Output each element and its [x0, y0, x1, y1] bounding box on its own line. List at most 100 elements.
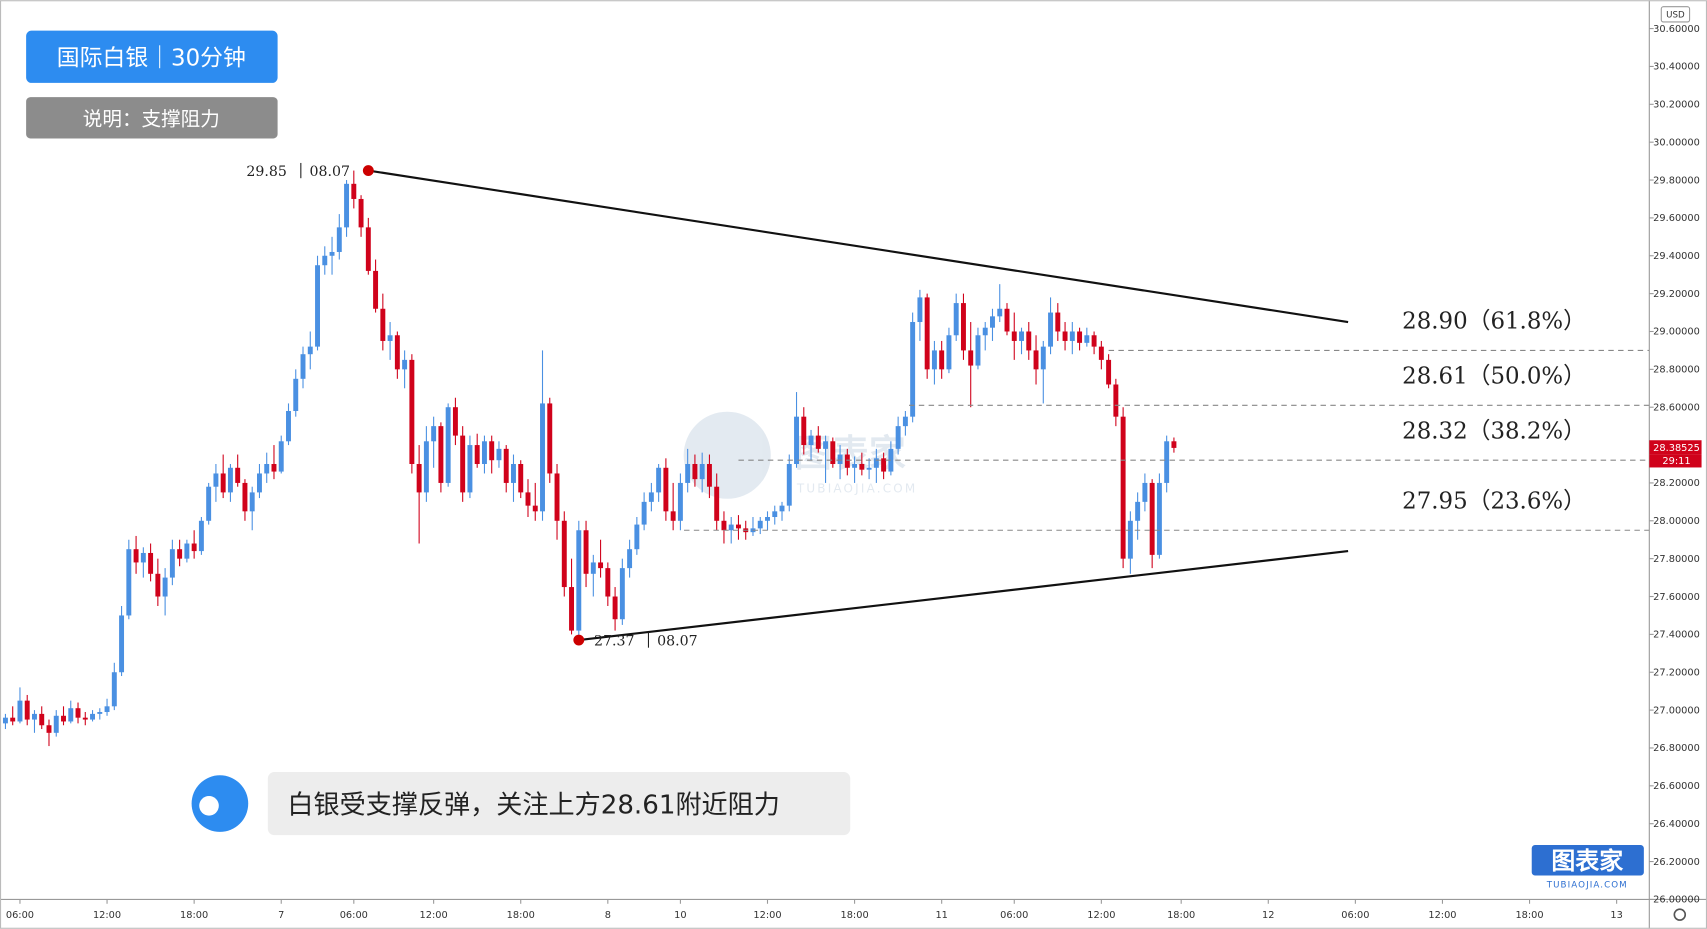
y-tick-label: 27.60000	[1653, 592, 1700, 603]
candle-body	[576, 530, 582, 631]
candle-body	[90, 713, 96, 720]
candle-body	[823, 441, 829, 449]
fib-label: 27.95（23.6%）	[1402, 488, 1586, 514]
candle-body	[1055, 312, 1061, 332]
candle-body	[104, 706, 110, 712]
x-tick-label: 12:00	[753, 910, 781, 921]
candle-body	[503, 448, 509, 483]
candle-body	[1062, 331, 1068, 341]
candle-body	[235, 467, 241, 483]
x-tick-label: 06:00	[340, 910, 368, 921]
candle-body	[540, 403, 545, 512]
candle-body	[1069, 331, 1075, 341]
trend-line	[578, 550, 1349, 642]
candle-body	[467, 445, 473, 493]
candle-body	[2, 717, 8, 724]
candle-body	[68, 708, 74, 722]
candle-body	[663, 467, 669, 512]
candle-body	[489, 441, 495, 461]
candle-body	[830, 441, 836, 465]
candle-body	[39, 713, 45, 726]
candle-body	[445, 407, 451, 483]
settings-icon[interactable]	[1673, 908, 1687, 921]
fib-label: 28.32（38.2%）	[1402, 418, 1586, 444]
y-tick-label: 30.00000	[1653, 137, 1700, 148]
candle-body	[1106, 359, 1112, 385]
candle-body	[496, 448, 502, 461]
candle-body	[801, 416, 807, 446]
candle-body	[532, 505, 538, 512]
candle-body	[329, 251, 335, 256]
logo-url: TUBIAOJIA.COM	[1546, 880, 1628, 890]
x-tick-label: 12:00	[1087, 910, 1115, 921]
candle-body	[968, 350, 974, 366]
candle-body	[975, 335, 981, 366]
candle-body	[293, 378, 299, 411]
candle-body	[590, 562, 596, 574]
x-tick-label: 12	[1262, 910, 1274, 921]
candle-body	[757, 520, 763, 529]
candle-body	[82, 717, 88, 720]
candle-body	[1026, 331, 1032, 351]
candle-body	[140, 552, 146, 563]
y-tick-label: 26.00000	[1653, 895, 1700, 906]
candle-body	[917, 297, 923, 323]
candle-body	[953, 303, 959, 336]
candle-body	[1098, 346, 1104, 360]
candle-body	[365, 227, 371, 271]
candle-body	[206, 486, 212, 521]
y-tick-label: 26.60000	[1653, 781, 1700, 792]
candle-body	[286, 410, 291, 442]
candle-body	[1004, 308, 1010, 332]
candle-body	[569, 587, 575, 631]
candle-body	[1113, 384, 1119, 417]
candle-body	[1171, 441, 1177, 448]
candle-body	[322, 255, 328, 266]
x-tick-label: 12:00	[420, 910, 448, 921]
candle-body	[300, 354, 306, 379]
y-tick-label: 29.20000	[1653, 289, 1700, 300]
candle-body	[133, 549, 139, 563]
candle-body	[227, 467, 233, 493]
fib-label: 28.90（61.8%）	[1402, 309, 1586, 335]
candle-body	[692, 464, 698, 480]
candle-body	[24, 700, 30, 720]
y-tick-label: 30.20000	[1653, 100, 1700, 111]
candle-body	[641, 501, 647, 525]
candle-body	[162, 577, 168, 597]
candle-body	[358, 198, 364, 228]
candle-body	[438, 426, 444, 483]
comment: 白银受支撑反弹，关注上方28.61附近阻力	[287, 790, 779, 820]
candle-body	[1149, 482, 1155, 555]
robot-head	[191, 775, 249, 832]
x-tick-label: 12:00	[93, 910, 121, 921]
candle-body	[1127, 520, 1133, 559]
candle-body	[481, 441, 487, 465]
candle-body	[1040, 346, 1046, 370]
currency: USD	[1666, 11, 1685, 21]
y-tick-label: 26.20000	[1653, 857, 1700, 868]
candle-body	[794, 416, 799, 465]
candle-body	[982, 327, 988, 336]
subtitle-box	[26, 97, 278, 139]
candle-body	[598, 562, 604, 569]
candle-body	[561, 520, 567, 588]
y-tick-label: 26.80000	[1653, 743, 1700, 754]
y-tick-label: 29.80000	[1653, 175, 1700, 186]
candle-body	[220, 473, 226, 493]
candle-body	[837, 454, 843, 465]
candle-body	[1091, 335, 1097, 347]
candle-body	[714, 486, 720, 521]
x-tick-label: 12:00	[1428, 910, 1456, 921]
candle-body	[670, 511, 676, 521]
title-box	[26, 30, 278, 83]
candle-body	[619, 568, 625, 620]
candle-body	[881, 458, 887, 472]
trend-line	[368, 169, 1349, 324]
trend-point	[573, 634, 585, 646]
candle-body	[380, 308, 386, 341]
candle-body	[10, 717, 16, 722]
candle-body	[249, 492, 255, 512]
